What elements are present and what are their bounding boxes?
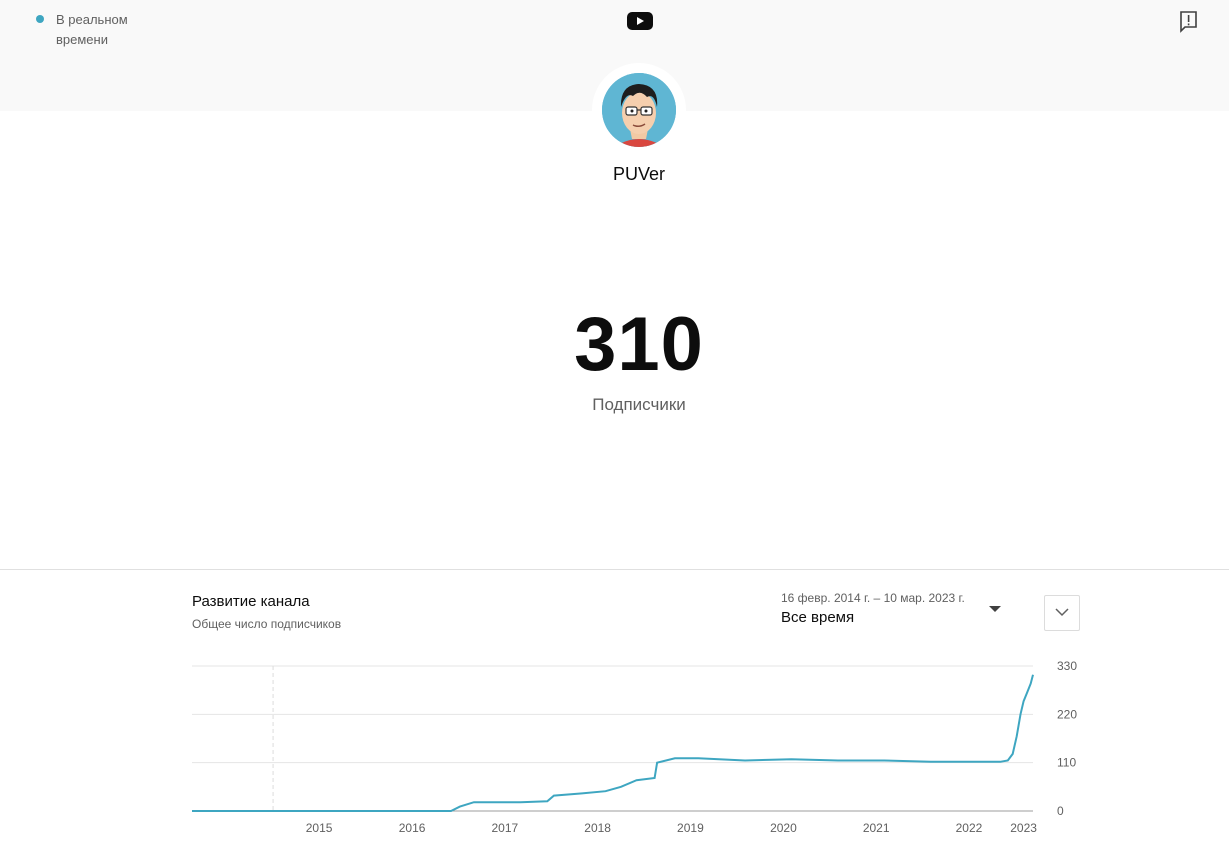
avatar (602, 73, 676, 147)
chart-title: Развитие канала (192, 593, 310, 610)
section-divider (0, 569, 1229, 570)
x-tick-label: 2020 (770, 821, 797, 835)
chevron-down-icon (1055, 608, 1069, 617)
subscriber-growth-chart: 0 110 220 330 2015 2016 2017 2018 2019 2020 2021 20… (192, 659, 1077, 835)
expand-button[interactable] (1044, 595, 1080, 631)
x-tick-label: 2022 (956, 821, 983, 835)
live-indicator-dot (36, 15, 44, 23)
y-tick-label: 0 (1057, 804, 1064, 818)
dropdown-caret-icon[interactable] (989, 606, 1001, 612)
x-tick-label: 2017 (492, 821, 519, 835)
youtube-logo-icon[interactable] (627, 11, 653, 36)
date-range-text: 16 февр. 2014 г. – 10 мар. 2023 г. (781, 591, 965, 605)
chart-subtitle: Общее число подписчиков (192, 617, 342, 631)
x-tick-label: 2015 (306, 821, 333, 835)
series-line (192, 674, 1034, 812)
channel-name: PUVer (612, 164, 666, 184)
x-tick-label: 2016 (399, 821, 426, 835)
y-tick-label: 330 (1057, 659, 1077, 673)
y-tick-label: 220 (1057, 707, 1077, 721)
subscriber-label: Подписчики (592, 395, 686, 414)
x-tick-label: 2023 (1010, 821, 1037, 835)
x-tick-label: 2021 (863, 821, 890, 835)
realtime-label: В реальном времени (56, 12, 128, 47)
x-tick-label: 2019 (677, 821, 704, 835)
subscriber-count: 310 (574, 302, 704, 387)
x-tick-label: 2018 (584, 821, 611, 835)
feedback-icon[interactable] (1179, 11, 1199, 33)
period-select[interactable]: Все время (781, 609, 855, 626)
y-tick-label: 110 (1057, 756, 1076, 770)
